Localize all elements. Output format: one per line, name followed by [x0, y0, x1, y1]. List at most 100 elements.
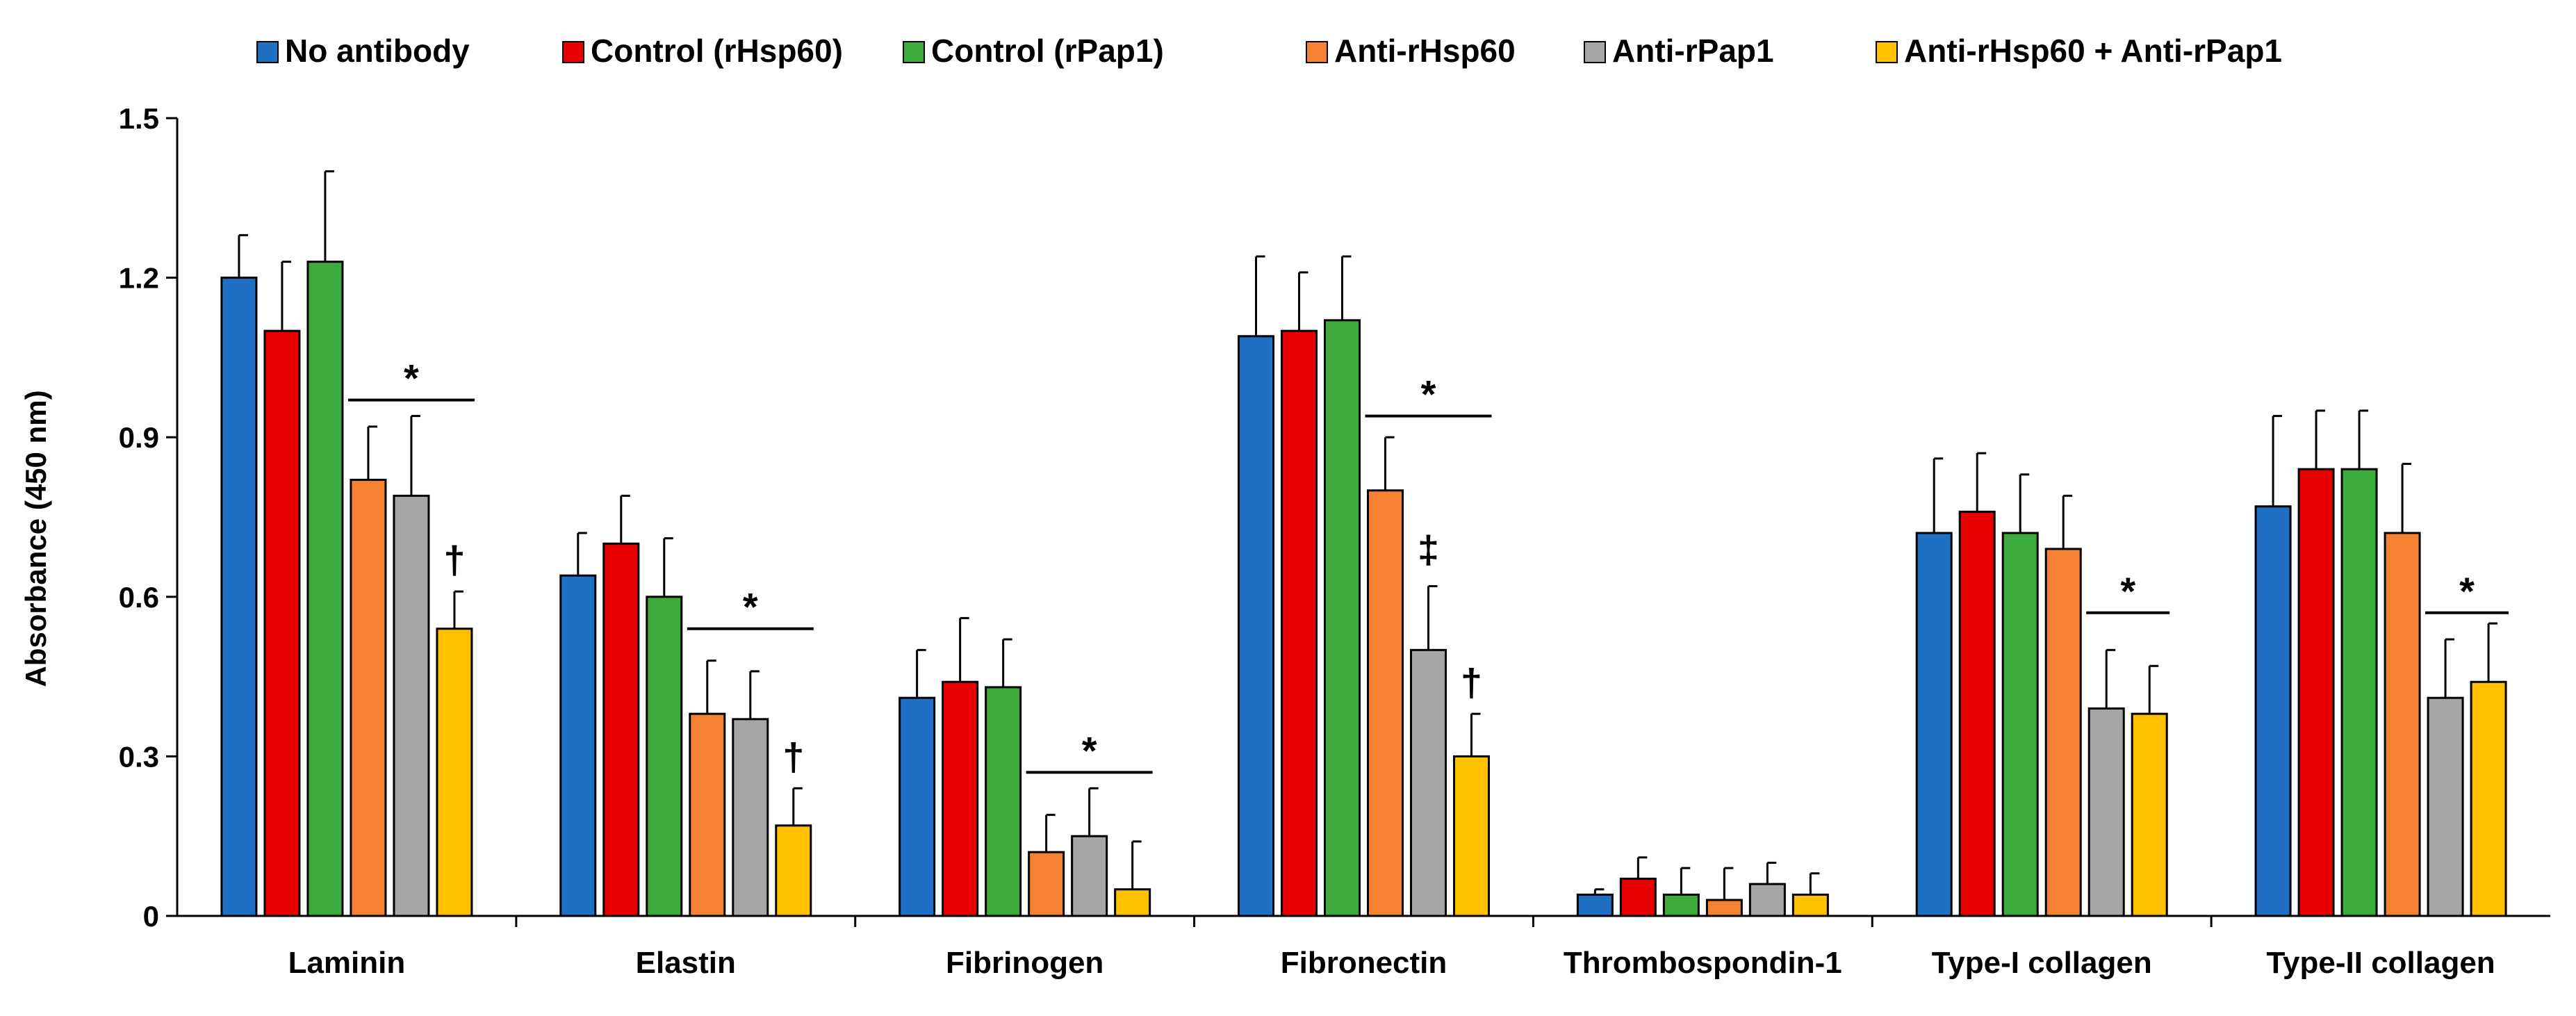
y-tick-label: 0: [143, 900, 159, 933]
bar-type-ii-collagen-no-antibody: [2254, 505, 2292, 917]
error-bar-elastin-control-rpap1: [663, 537, 673, 597]
bar-thrombospondin-1-no-antibody: [1576, 893, 1614, 917]
error-bar-type-i-collagen-control-rpap1: [2019, 473, 2030, 533]
bar-type-ii-collagen-anti-rpap1: [2427, 696, 2464, 917]
legend-label-anti-rhsp60: Anti-rHsp60: [1334, 33, 1516, 69]
error-bar-elastin-anti-rhsp60-anti-rpap1: [792, 787, 803, 826]
bar-fibronectin-anti-rhsp60-anti-rpap1: [1453, 755, 1490, 917]
category-label-fibrinogen: Fibrinogen: [946, 946, 1104, 980]
bar-thrombospondin-1-anti-rhsp60-anti-rpap1: [1791, 893, 1829, 917]
error-bar-laminin-anti-rpap1: [410, 415, 420, 496]
bar-fibronectin-anti-rhsp60: [1367, 489, 1404, 917]
error-bar-fibronectin-anti-rhsp60: [1384, 436, 1395, 491]
error-bar-type-ii-collagen-control-rpap1: [2358, 409, 2369, 470]
error-bar-laminin-anti-rhsp60-anti-rpap1: [453, 590, 463, 629]
error-bar-thrombospondin-1-anti-rhsp60-anti-rpap1: [1809, 872, 1820, 895]
error-bar-type-i-collagen-anti-rpap1: [2105, 648, 2116, 709]
legend-label-anti-rhsp60-anti-rpap1: Anti-rHsp60 + Anti-rPap1: [1904, 33, 2282, 69]
legend-label-control-rhsp60: Control (rHsp60): [591, 33, 843, 69]
category-label-thrombospondin-1: Thrombospondin-1: [1564, 946, 1842, 980]
error-bar-laminin-control-rhsp60: [281, 261, 291, 331]
bar-fibronectin-anti-rpap1: [1410, 648, 1447, 917]
bar-elastin-control-rpap1: [646, 596, 683, 917]
bar-thrombospondin-1-anti-rpap1: [1748, 883, 1786, 917]
legend-label-control-rpap1: Control (rPap1): [931, 33, 1164, 69]
bar-fibrinogen-control-rhsp60: [942, 680, 979, 917]
y-tick-label: 0.3: [119, 740, 159, 773]
bar-type-ii-collagen-control-rpap1: [2340, 468, 2378, 917]
bar-thrombospondin-1-control-rhsp60: [1619, 877, 1657, 917]
error-bar-fibrinogen-anti-rhsp60: [1045, 814, 1056, 853]
bar-fibrinogen-no-antibody: [899, 696, 936, 917]
significance-star-type-i-collagen: *: [2120, 569, 2135, 613]
error-bar-fibrinogen-no-antibody: [916, 648, 926, 698]
category-label-type-i-collagen: Type-I collagen: [1932, 946, 2152, 980]
error-bars: [238, 170, 2498, 901]
significance-star-elastin: *: [743, 585, 758, 629]
bar-series: [220, 261, 2507, 917]
bar-type-i-collagen-anti-rhsp60: [2044, 548, 2082, 917]
bar-elastin-anti-rpap1: [732, 718, 769, 917]
bar-laminin-no-antibody: [220, 277, 258, 917]
error-bar-type-ii-collagen-control-rhsp60: [2315, 409, 2326, 470]
error-bar-type-ii-collagen-anti-rhsp60: [2401, 462, 2412, 533]
legend-swatch-control-rhsp60: [562, 41, 584, 63]
error-bar-fibronectin-control-rhsp60: [1298, 271, 1308, 331]
legend-swatch-anti-rhsp60: [1306, 41, 1328, 63]
bar-laminin-anti-rpap1: [393, 494, 430, 917]
bar-elastin-anti-rhsp60-anti-rpap1: [775, 824, 812, 917]
error-bar-fibronectin-no-antibody: [1255, 255, 1265, 336]
error-bar-type-i-collagen-control-rhsp60: [1976, 452, 1987, 512]
error-bar-fibrinogen-anti-rhsp60-anti-rpap1: [1131, 840, 1142, 890]
error-bar-thrombospondin-1-no-antibody: [1593, 888, 1605, 895]
error-bar-fibrinogen-control-rhsp60: [959, 616, 969, 682]
bar-elastin-no-antibody: [559, 574, 597, 917]
bar-fibronectin-control-rpap1: [1324, 319, 1361, 917]
significance-star-type-ii-collagen: *: [2459, 569, 2475, 613]
bar-fibronectin-no-antibody: [1238, 335, 1274, 917]
y-axis-ticks: 0 0.3 0.6 0.9 1.2 1.5: [119, 102, 177, 933]
legend: No antibody Control (rHsp60) Control (rPap…: [256, 33, 2282, 69]
error-bar-laminin-control-rpap1: [324, 170, 334, 262]
error-bar-type-ii-collagen-anti-rpap1: [2444, 638, 2455, 698]
error-bar-thrombospondin-1-control-rpap1: [1680, 867, 1691, 895]
bar-laminin-anti-rhsp60: [350, 478, 387, 917]
bar-laminin-anti-rhsp60-anti-rpap1: [436, 628, 473, 917]
significance-mark-laminin-1: †: [443, 538, 465, 582]
y-tick-label: 1.2: [119, 262, 159, 295]
bar-thrombospondin-1-anti-rhsp60: [1705, 899, 1743, 917]
legend-swatch-anti-rhsp60-anti-rpap1: [1876, 41, 1898, 63]
legend-swatch-anti-rpap1: [1584, 41, 1606, 63]
error-bar-fibronectin-anti-rhsp60-anti-rpap1: [1470, 712, 1481, 757]
significance-mark-fibronectin-6: ‡: [1418, 527, 1439, 571]
significance-mark-elastin-3: †: [782, 735, 804, 778]
error-bar-type-ii-collagen-no-antibody: [2272, 415, 2283, 507]
bar-fibronectin-control-rhsp60: [1281, 329, 1318, 917]
error-bar-thrombospondin-1-anti-rpap1: [1766, 861, 1777, 885]
error-bar-fibrinogen-control-rpap1: [1002, 638, 1012, 687]
bar-laminin-control-rhsp60: [263, 329, 301, 917]
significance-annotations: * † * † * * ‡ † * *: [347, 357, 2509, 778]
error-bar-fibronectin-anti-rpap1: [1427, 584, 1438, 650]
error-bar-type-i-collagen-no-antibody: [1933, 457, 1944, 533]
error-bar-elastin-control-rhsp60: [620, 494, 630, 544]
legend-label-anti-rpap1: Anti-rPap1: [1612, 33, 1774, 69]
category-label-laminin: Laminin: [288, 946, 406, 980]
legend-swatch-no-antibody: [256, 41, 279, 63]
significance-mark-fibronectin-7: †: [1461, 660, 1482, 704]
significance-star-laminin: *: [404, 357, 419, 400]
bar-type-i-collagen-no-antibody: [1915, 532, 1953, 917]
bar-fibrinogen-anti-rhsp60-anti-rpap1: [1114, 888, 1151, 917]
category-label-fibronectin: Fibronectin: [1281, 946, 1447, 980]
bar-elastin-control-rhsp60: [602, 542, 640, 917]
bar-type-ii-collagen-anti-rhsp60: [2384, 532, 2421, 917]
bar-type-i-collagen-anti-rpap1: [2087, 707, 2125, 917]
y-tick-label: 1.5: [119, 102, 159, 135]
significance-star-fibrinogen: *: [1082, 728, 1097, 772]
category-label-elastin: Elastin: [636, 946, 736, 980]
bar-fibrinogen-control-rpap1: [985, 686, 1022, 917]
x-axis-category-labels: Laminin Elastin Fibrinogen Fibronectin Throm…: [288, 946, 2495, 980]
error-bar-type-i-collagen-anti-rhsp60: [2062, 494, 2073, 549]
error-bar-thrombospondin-1-control-rhsp60: [1636, 856, 1648, 879]
